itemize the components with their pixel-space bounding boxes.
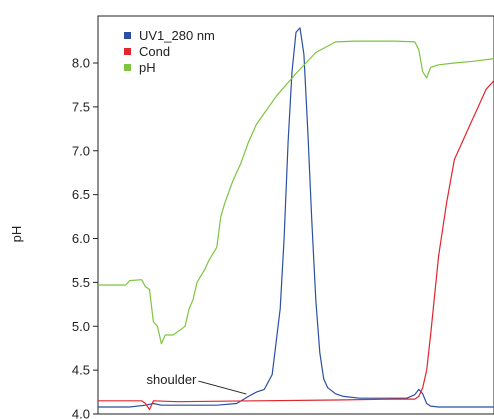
series-line-ph (98, 40, 494, 345)
y-axis-ticks: 4.0 4.5 5.0 5.5 6.0 6.5 7.0 7.5 8.0 (72, 56, 98, 419)
series-line-uv1-280-nm (98, 27, 494, 408)
y-tick-label: 8.0 (72, 56, 90, 71)
y-tick-label: 7.5 (72, 99, 90, 114)
annotation-leader (198, 380, 247, 395)
y-tick-label: 5.5 (72, 275, 90, 290)
y-tick-label: 5.0 (72, 319, 90, 334)
y-tick-label: 6.5 (72, 187, 90, 202)
y-axis-label: pH (9, 226, 24, 243)
legend-swatch (124, 48, 131, 55)
series-layer (98, 27, 494, 411)
y-tick-label: 6.0 (72, 231, 90, 246)
legend-swatch (124, 32, 131, 39)
legend-label: Cond (139, 44, 170, 59)
annotation-label: shoulder (147, 372, 198, 387)
legend-label: pH (139, 60, 156, 75)
legend-label: UV1_280 nm (139, 28, 215, 43)
y-tick-label: 4.5 (72, 363, 90, 378)
y-tick-label: 4.0 (72, 407, 90, 419)
y-tick-label: 7.0 (72, 143, 90, 158)
series-line-cond (98, 80, 494, 411)
annotations: shoulder (147, 372, 247, 395)
plot-frame (97, 15, 494, 415)
legend-swatch (124, 64, 131, 71)
